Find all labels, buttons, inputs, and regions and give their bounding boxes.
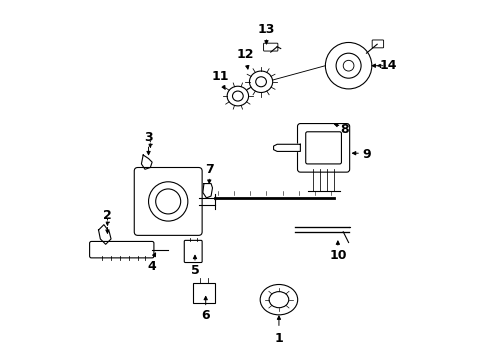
- Text: 1: 1: [274, 333, 283, 346]
- Text: 7: 7: [205, 163, 214, 176]
- Text: 5: 5: [191, 264, 199, 276]
- Text: 11: 11: [211, 70, 229, 83]
- Text: 9: 9: [362, 148, 371, 162]
- Text: 14: 14: [379, 59, 396, 72]
- Text: 12: 12: [236, 49, 254, 62]
- Text: 13: 13: [258, 23, 275, 36]
- Text: 6: 6: [201, 309, 210, 322]
- Text: 2: 2: [103, 209, 112, 222]
- Polygon shape: [273, 144, 300, 152]
- Text: 4: 4: [148, 260, 156, 273]
- Text: 10: 10: [329, 248, 346, 261]
- Text: 3: 3: [144, 131, 153, 144]
- Text: 8: 8: [341, 123, 349, 136]
